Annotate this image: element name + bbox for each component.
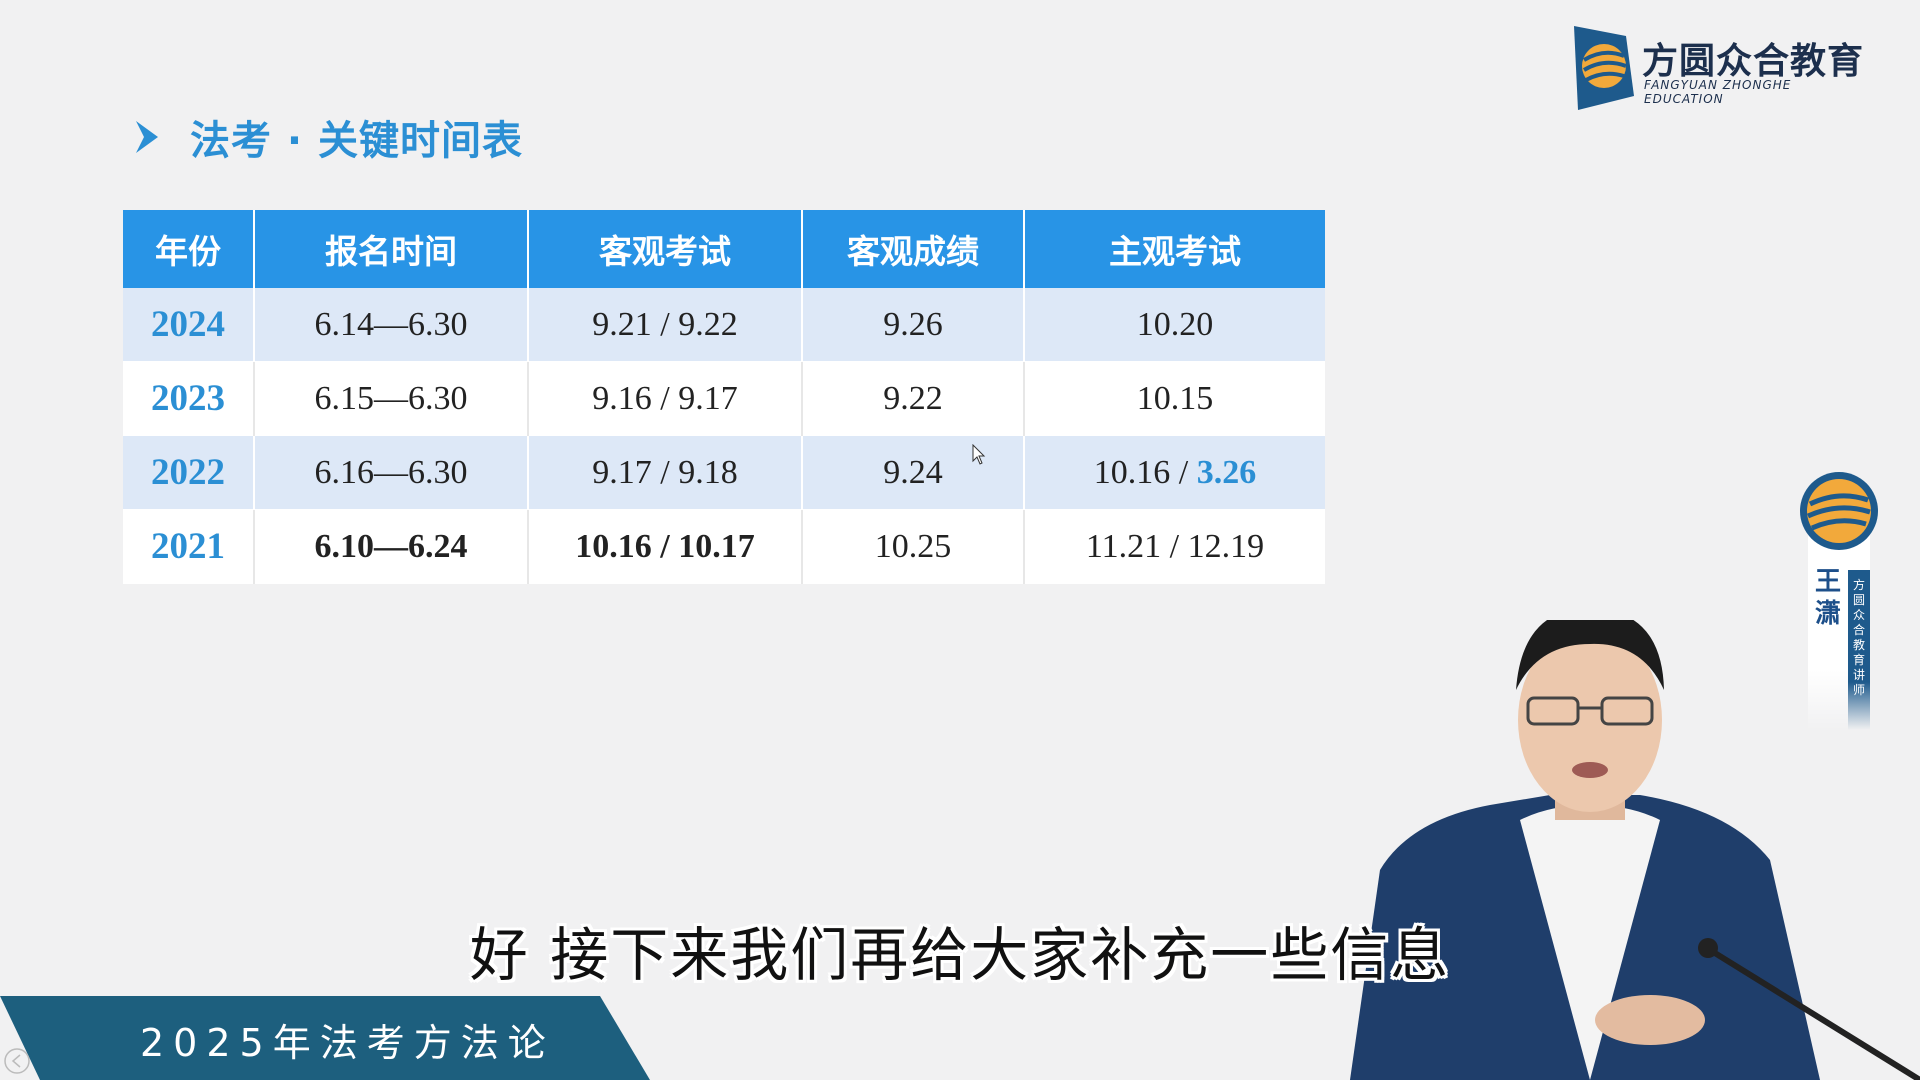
- brand-name-en: FANGYUAN ZHONGHE EDUCATION: [1644, 78, 1792, 106]
- cell-objective-score: 9.24: [802, 435, 1025, 510]
- lecturer-logo-icon: [1800, 472, 1878, 550]
- subjective-date: 10.16 /: [1093, 453, 1197, 491]
- cell-objective-exam: 9.16 / 9.17: [528, 361, 803, 436]
- mouse-cursor-icon: [972, 444, 986, 465]
- lecturer-role: 方圆众合教育讲师: [1852, 578, 1865, 697]
- brand-name: 方圆众合教育: [1642, 41, 1865, 82]
- banner-text: 2025年法考方法论: [140, 1021, 555, 1065]
- cell-registration: 6.16—6.30: [254, 435, 529, 510]
- subjective-date: 10.20: [1136, 305, 1214, 343]
- subjective-date: 11.21 / 12.19: [1085, 527, 1265, 565]
- slide-title-row: 法考 · 关键时间表: [128, 108, 523, 166]
- cell-objective-exam: 10.16 / 10.17: [528, 509, 803, 584]
- cell-objective-exam: 9.17 / 9.18: [528, 435, 803, 510]
- chevron-right-icon: [136, 121, 158, 153]
- slide-title: 法考 · 关键时间表: [190, 118, 524, 164]
- presenter-video: [1350, 620, 1920, 1080]
- cell-objective-score: 10.25: [802, 509, 1025, 584]
- header-year: 年份: [123, 210, 255, 288]
- cell-year: 2024: [123, 288, 255, 362]
- lecturer-tag: 王潇 方圆众合教育讲师: [1798, 470, 1880, 730]
- cell-registration: 6.14—6.30: [254, 288, 529, 362]
- subjective-date: 10.15: [1136, 379, 1214, 417]
- lecturer-role-band: [1848, 570, 1870, 730]
- header-objective-exam: 客观考试: [528, 210, 803, 288]
- table-row: 2024 6.14—6.30 9.21 / 9.22 9.26 10.20: [123, 288, 1325, 362]
- cell-year: 2023: [123, 361, 255, 436]
- table-row: 2023 6.15—6.30 9.16 / 9.17 9.22 10.15: [123, 361, 1325, 436]
- table-row: 2022 6.16—6.30 9.17 / 9.18 9.24 10.16 / …: [123, 435, 1325, 510]
- bottom-banner: [0, 996, 650, 1080]
- cell-objective-score: 9.26: [802, 288, 1025, 362]
- table-header-row: 年份 报名时间 客观考试 客观成绩 主观考试: [123, 210, 1325, 288]
- table-row: 2021 6.10—6.24 10.16 / 10.17 10.25 11.21…: [123, 509, 1325, 584]
- cell-subjective-exam: 10.20: [1024, 288, 1325, 362]
- brand-logo: 方圆众合教育 FANGYUAN ZHONGHE EDUCATION: [1574, 26, 1874, 110]
- schedule-table: 年份 报名时间 客观考试 客观成绩 主观考试 2024 6.14—6.30 9.…: [123, 210, 1325, 584]
- header-objective-score: 客观成绩: [802, 210, 1025, 288]
- subjective-date-highlight: 3.26: [1196, 453, 1257, 491]
- video-subtitle: 好 接下来我们再给大家补充一些信息: [469, 921, 1451, 989]
- cell-subjective-exam: 10.16 / 3.26: [1024, 435, 1325, 510]
- cell-registration: 6.15—6.30: [254, 361, 529, 436]
- cell-year: 2022: [123, 435, 255, 510]
- header-subjective-exam: 主观考试: [1024, 210, 1325, 288]
- cell-objective-exam: 9.21 / 9.22: [528, 288, 803, 362]
- lecturer-name: 王潇: [1814, 567, 1841, 629]
- cell-subjective-exam: 11.21 / 12.19: [1024, 509, 1325, 584]
- header-registration: 报名时间: [254, 210, 529, 288]
- prev-slide-icon[interactable]: [2, 1046, 32, 1076]
- cell-year: 2021: [123, 509, 255, 584]
- cell-objective-score: 9.22: [802, 361, 1025, 436]
- cell-subjective-exam: 10.15: [1024, 361, 1325, 436]
- cell-registration: 6.10—6.24: [254, 509, 529, 584]
- brand-mark-icon: [1574, 26, 1634, 110]
